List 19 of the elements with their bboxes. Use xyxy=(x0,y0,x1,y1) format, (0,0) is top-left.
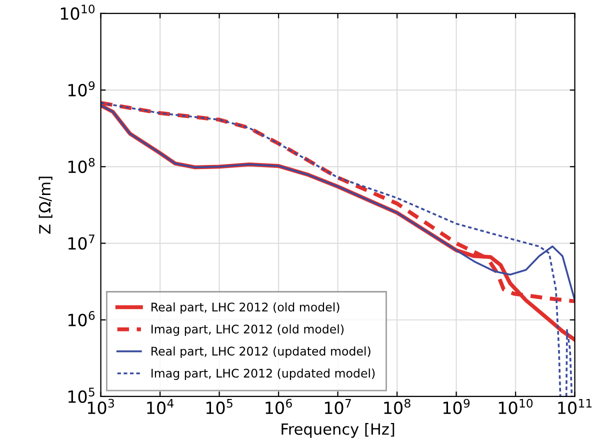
x-tick-label: 10$^{7}$ xyxy=(324,399,351,414)
y-tick-label: 10$^{7}$ xyxy=(68,234,94,250)
legend-label: Real part, LHC 2012 (updated model) xyxy=(152,346,370,358)
legend-label: Real part, LHC 2012 (old model) xyxy=(152,302,340,314)
x-tick-label: 10$^{4}$ xyxy=(147,399,174,414)
legend-label: Imag part, LHC 2012 (updated model) xyxy=(152,368,375,380)
y-axis-title: Z [Ω/m] xyxy=(38,176,52,234)
x-tick-label: 10$^{8}$ xyxy=(384,398,410,414)
y-tick-label: 10$^{6}$ xyxy=(68,311,95,326)
x-tick-label: 10$^{10}$ xyxy=(498,398,533,414)
y-tick-label: 10$^{10}$ xyxy=(60,4,95,20)
legend-label: Imag part, LHC 2012 (old model) xyxy=(152,324,344,336)
y-tick-label: 10$^{8}$ xyxy=(68,158,95,174)
y-tick-label: 10$^{9}$ xyxy=(68,81,95,96)
x-tick-label: 10$^{6}$ xyxy=(266,398,292,414)
x-tick-label: 10$^{9}$ xyxy=(443,398,470,414)
x-axis-title: Frequency [Hz] xyxy=(282,423,394,438)
x-tick-label: 10$^{11}$ xyxy=(558,399,592,414)
x-tick-label: 10$^{5}$ xyxy=(206,399,232,414)
